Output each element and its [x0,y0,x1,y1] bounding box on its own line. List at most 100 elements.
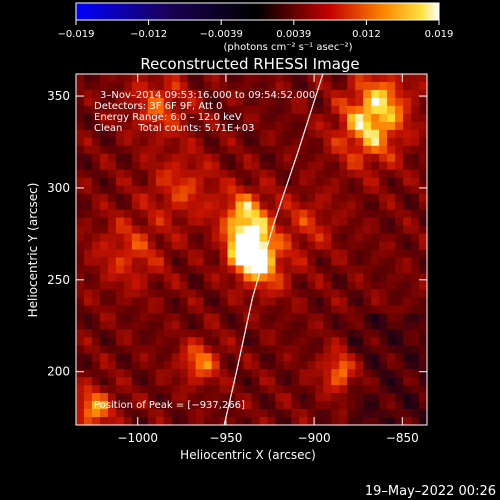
heatmap-cell [379,89,388,99]
heatmap-cell [139,97,149,107]
heatmap-cell [339,377,348,386]
heatmap-cell [291,97,300,107]
annotation-clean-counts: Clean Total counts: 5.71E+03 [94,123,254,134]
heatmap-cell [227,297,237,306]
heatmap-cell [131,257,141,267]
heatmap-cell [179,337,189,346]
heatmap-cell [179,81,189,91]
heatmap-cell [403,393,412,402]
heatmap-cell [171,233,181,243]
heatmap-cell [267,177,277,187]
heatmap-cell [403,129,412,139]
heatmap-cell [267,353,277,362]
heatmap-cell [147,281,157,290]
heatmap-cell [323,74,332,83]
heatmap-cell [76,369,85,378]
heatmap-cell [307,177,316,187]
heatmap-cell [243,369,253,378]
heatmap-cell [395,369,404,378]
heatmap-cell [395,153,404,163]
heatmap-cell [219,361,229,370]
heatmap-cell [259,169,269,179]
heatmap-cell [355,313,364,322]
heatmap-cell [187,153,197,163]
heatmap-cell [76,281,85,290]
heatmap-cell [411,273,420,283]
heatmap-cell [147,289,157,298]
heatmap-cell [155,369,165,378]
heatmap-cell [187,161,197,171]
heatmap-cell [131,113,141,123]
heatmap-cell [331,337,340,346]
heatmap-cell [283,217,292,227]
heatmap-cell [219,249,229,259]
heatmap-cell [163,345,173,354]
heatmap-cell [291,249,300,259]
heatmap-cell [291,177,300,187]
heatmap-cell [203,74,213,83]
heatmap-cell [347,137,356,147]
heatmap-cell [379,321,388,330]
heatmap-cell [315,297,324,306]
heatmap-cell [91,113,101,123]
heatmap-cell [203,137,213,147]
heatmap-cell [155,361,165,370]
heatmap-cell [235,74,245,83]
heatmap-cell [395,313,404,322]
heatmap-cell [299,377,308,386]
heatmap-cell [243,257,253,267]
heatmap-cell [315,233,324,243]
heatmap-cell [347,393,356,402]
heatmap-cell [147,81,157,91]
heatmap-cell [299,161,308,171]
heatmap-cell [299,353,308,362]
heatmap-cell [315,161,324,171]
heatmap-cell [347,273,356,283]
heatmap-cell [395,241,404,251]
heatmap-cell [107,289,117,298]
heatmap-cell [139,217,149,227]
heatmap-cell [123,369,133,378]
heatmap-cell [419,321,427,330]
heatmap-cell [171,409,181,418]
heatmap-cell [307,321,316,330]
heatmap-cell [363,409,372,418]
heatmap-cell [331,169,340,179]
heatmap-cell [283,193,292,203]
heatmap-cell [379,249,388,259]
heatmap-cell [323,281,332,290]
heatmap-cell [235,329,245,338]
heatmap-cell [147,145,157,155]
heatmap-cell [387,145,396,155]
heatmap-cell [91,121,101,131]
heatmap-cell [203,225,213,235]
heatmap-cell [403,153,412,163]
heatmap-cell [339,361,348,370]
heatmap-cell [251,161,261,171]
heatmap-cell [331,313,340,322]
heatmap-cell [371,177,380,187]
heatmap-cell [291,185,300,195]
heatmap-cell [147,249,157,259]
heatmap-cell [115,137,125,147]
heatmap-cell [187,169,197,179]
heatmap-cell [291,305,300,314]
heatmap-cell [163,105,173,115]
heatmap-cell [315,81,324,91]
heatmap-cell [219,217,229,227]
heatmap-cell [315,153,324,163]
heatmap-cell [203,345,213,354]
heatmap-cell [395,105,404,115]
heatmap-cell [243,177,253,187]
heatmap-cell [315,169,324,179]
heatmap-cell [203,313,213,322]
heatmap-cell [155,313,165,322]
heatmap-cell [403,281,412,290]
heatmap-cell [107,74,117,83]
heatmap-cell [83,137,93,147]
heatmap-cell [323,257,332,267]
heatmap-cell [363,89,372,99]
heatmap-cell [323,305,332,314]
heatmap-cell [131,225,141,235]
heatmap-cell [355,137,364,147]
